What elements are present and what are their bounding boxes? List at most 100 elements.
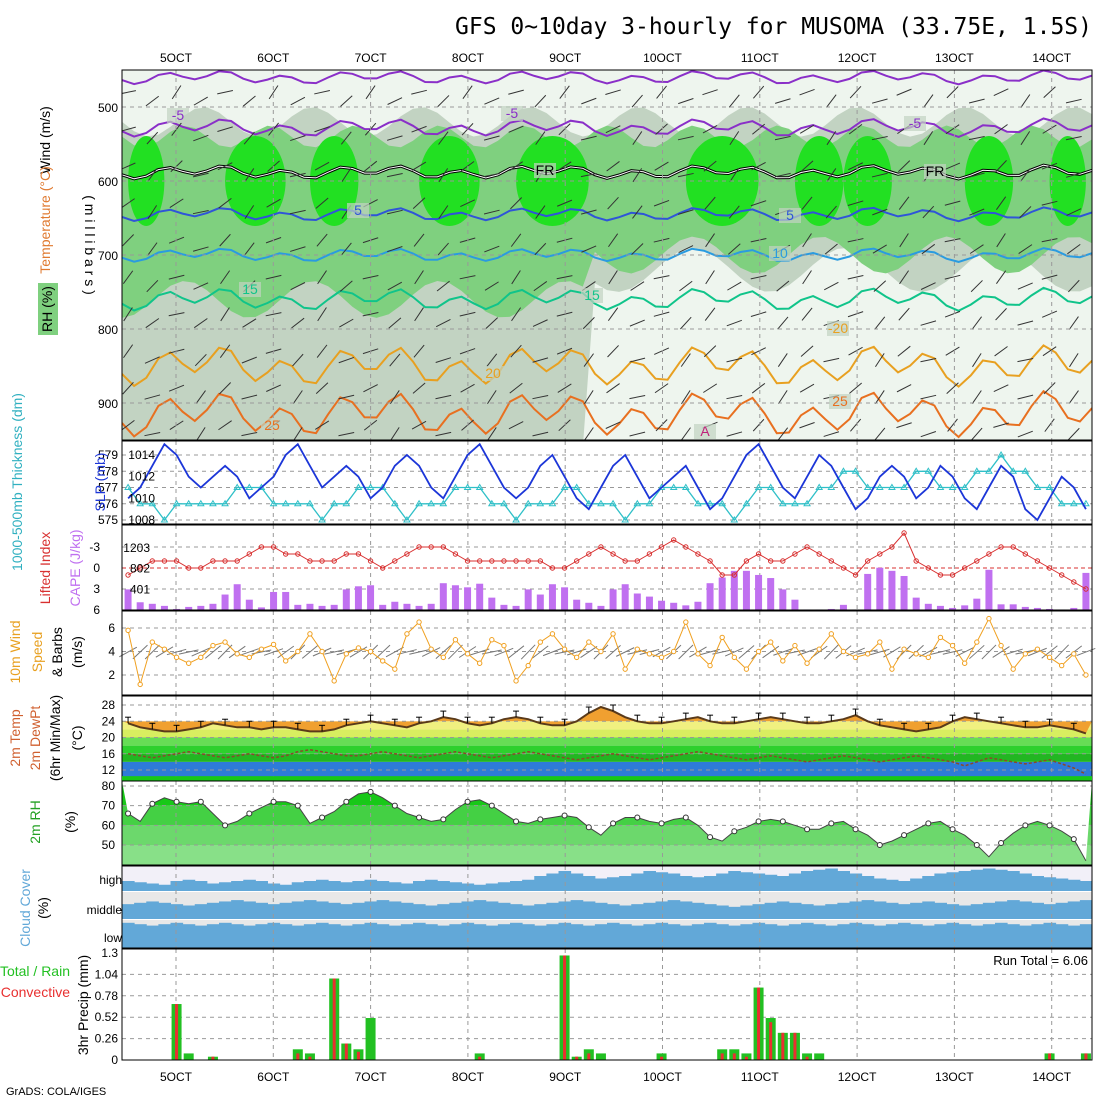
lifted-point [246, 551, 253, 557]
lifted-point [331, 558, 337, 564]
wind-point [852, 654, 859, 661]
wind-barb [968, 98, 985, 104]
rh-band [122, 845, 1092, 865]
wind-point [1034, 646, 1041, 652]
wind-barb [677, 135, 694, 141]
cloud-bar [679, 901, 693, 919]
lifted-point [476, 558, 483, 564]
wind-barb [942, 649, 963, 655]
cloud-bar [970, 925, 984, 948]
cloud-bar [728, 871, 741, 891]
wind-barb [340, 95, 353, 107]
wind-barb [290, 135, 306, 142]
wind-point [137, 681, 143, 688]
wind-barb [387, 97, 403, 105]
cloud-bar [922, 876, 935, 891]
lifted-point [743, 558, 750, 564]
thickness-point [875, 483, 884, 490]
lifted-point [828, 558, 835, 564]
precip-conv-bar [575, 1056, 579, 1060]
rh-tick: 50 [102, 838, 116, 852]
contour-label: 10 [772, 245, 788, 261]
wind-barb [919, 646, 938, 658]
cape-bar [476, 583, 484, 610]
wind-barb [122, 270, 134, 284]
rh-point [416, 814, 423, 821]
wind-barb [704, 196, 716, 210]
cloud-bar [303, 881, 317, 891]
cloud-bar [813, 905, 826, 919]
wind-barb [386, 172, 403, 178]
cape-bar [173, 608, 181, 610]
wind-barb [436, 280, 450, 292]
contour-line [122, 389, 1092, 439]
wind-barb [244, 205, 255, 220]
wind-barb [196, 427, 206, 440]
wind-barb [483, 135, 500, 141]
lifted-point [683, 544, 689, 550]
cape-bar [342, 589, 350, 610]
wind-point [416, 619, 422, 625]
wind-barb [520, 644, 536, 660]
rh-cell [225, 136, 286, 226]
wind-point [864, 651, 871, 657]
cloud-bar [291, 901, 305, 919]
wind-point [937, 634, 944, 641]
thickness-point [475, 483, 484, 490]
wind-barb [872, 244, 887, 254]
wind-barb [193, 282, 209, 290]
thickness-point [924, 467, 933, 474]
wind-barb [945, 162, 961, 170]
cape-bar [730, 570, 738, 610]
cloud-bar [788, 873, 802, 891]
wind-barb [801, 307, 813, 321]
bottom-date-label: 5OCT [160, 1070, 193, 1084]
wind-barb [629, 431, 646, 437]
cloud-bar [437, 881, 450, 891]
rh-point [173, 798, 180, 805]
cloud-bar [291, 925, 305, 948]
wind-barb [509, 161, 523, 172]
contour-label: 5 [786, 207, 794, 223]
cloud-bar [910, 902, 923, 919]
cloud-bar [134, 882, 147, 891]
thickness-point [403, 516, 411, 523]
rh-point [585, 824, 592, 831]
lifted-point [392, 558, 398, 564]
wind-barb [362, 312, 379, 317]
wind-barb [338, 356, 355, 364]
cloud-bar [1055, 878, 1069, 891]
wind-barb [411, 161, 427, 171]
wind-point [428, 646, 434, 652]
rh-point [973, 842, 980, 848]
cloud-bar [1055, 902, 1069, 919]
cloud-bar [607, 877, 620, 891]
cloud-bar [316, 879, 329, 891]
wind-barb [702, 89, 718, 96]
lifted-point [634, 558, 641, 564]
bottom-date-axis: 5OCT 6OCT 7OCT 8OCT 9OCT 10OCT 11OCT 12OCT 13OCT… [160, 1070, 1072, 1084]
wind-barb [1020, 131, 1031, 146]
thickness-point [463, 483, 472, 490]
cloud-bar [546, 902, 559, 919]
wind-barb [532, 319, 548, 327]
pressure-tick: 800 [98, 323, 118, 337]
wind-barb [729, 131, 740, 146]
bottom-date-label: 8OCT [452, 1070, 485, 1084]
wind-barb [387, 245, 403, 253]
wind-barb [605, 125, 621, 134]
cloud-bar [1079, 881, 1093, 891]
thickness-point [863, 483, 872, 490]
cloud-bar [279, 884, 293, 891]
thickness-point [548, 499, 557, 507]
rh-point [610, 820, 617, 827]
wind-barb [631, 243, 644, 256]
contour-label: 15 [584, 287, 600, 303]
cloud-bar [461, 901, 475, 919]
contour-label: A [700, 423, 710, 439]
wind-barb [386, 135, 403, 141]
lifted-title: Lifted Index [37, 532, 53, 604]
wind-point [828, 631, 835, 637]
wind-point [792, 642, 798, 649]
cloud-bar [716, 873, 729, 891]
